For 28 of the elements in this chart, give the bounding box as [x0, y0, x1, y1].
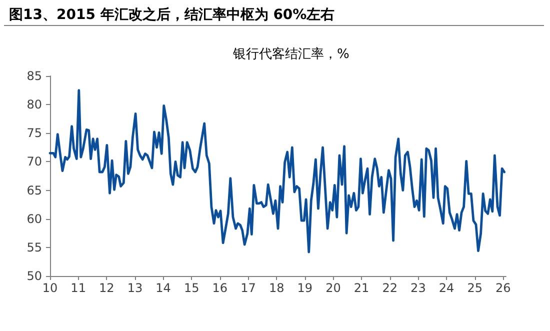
x-tick-label: 24 [438, 281, 454, 295]
x-tick-label: 10 [42, 281, 58, 295]
x-tick-label: 21 [354, 281, 370, 295]
x-tick-label: 11 [70, 281, 86, 295]
line-series [48, 89, 506, 254]
x-tick-label: 18 [268, 281, 284, 295]
x-tick-label: 14 [156, 281, 171, 295]
x-tick-label: 20 [326, 281, 341, 295]
y-tick-label: 60 [26, 212, 42, 226]
x-tick-label: 17 [240, 281, 256, 295]
x-tick-label: 16 [212, 281, 228, 295]
y-tick-label: 55 [26, 240, 42, 254]
x-tick-label: 19 [297, 281, 313, 295]
y-tick-label: 70 [26, 154, 42, 169]
chart-subtitle: 银行代客结汇率，% [232, 46, 350, 62]
y-tick-label: 65 [26, 183, 42, 198]
x-tick-label: 23 [410, 281, 426, 295]
x-tick-label: 26 [496, 281, 511, 295]
y-tick-label: 75 [26, 126, 42, 140]
y-tick-label: 80 [26, 98, 42, 112]
y-tick-label: 50 [26, 269, 42, 283]
chart-title: 图13、2015 年汇改之后，结汇率中枢为 60%左右 [9, 6, 335, 23]
x-tick-label: 22 [382, 281, 398, 295]
x-tick-label: 15 [184, 281, 200, 295]
x-tick-label: 13 [127, 281, 143, 295]
x-tick-label: 25 [467, 281, 482, 295]
x-tick-label: 12 [99, 281, 114, 295]
y-tick-label: 85 [26, 69, 42, 83]
